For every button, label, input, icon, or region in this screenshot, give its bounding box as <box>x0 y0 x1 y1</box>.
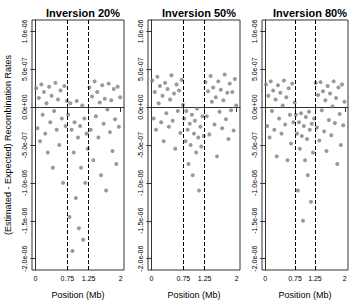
svg-text:-1.5e-06: -1.5e-06 <box>137 208 144 234</box>
svg-text:0.75: 0.75 <box>288 275 302 282</box>
svg-text:0: 0 <box>33 275 37 282</box>
svg-text:-1.0e-06: -1.0e-06 <box>21 170 28 196</box>
svg-text:Inversion 20%: Inversion 20% <box>46 7 120 19</box>
svg-text:0: 0 <box>263 275 267 282</box>
svg-text:5.0e-07: 5.0e-07 <box>251 57 258 81</box>
svg-text:2: 2 <box>119 275 123 282</box>
svg-text:0.0e+00: 0.0e+00 <box>21 94 28 120</box>
svg-text:0.0e+00: 0.0e+00 <box>137 94 144 120</box>
svg-text:-1.5e-06: -1.5e-06 <box>21 208 28 234</box>
svg-text:5.0e-07: 5.0e-07 <box>137 57 144 81</box>
svg-text:5.0e-07: 5.0e-07 <box>21 57 28 81</box>
svg-text:-5.0e-07: -5.0e-07 <box>137 132 144 158</box>
svg-text:Position (Mb): Position (Mb) <box>167 290 220 300</box>
svg-text:-2.0e-06: -2.0e-06 <box>251 245 258 271</box>
svg-text:Position (Mb): Position (Mb) <box>278 290 331 300</box>
svg-text:Position (Mb): Position (Mb) <box>51 290 104 300</box>
svg-text:2: 2 <box>235 275 239 282</box>
svg-text:0.75: 0.75 <box>177 275 191 282</box>
svg-text:-1.0e-06: -1.0e-06 <box>251 170 258 196</box>
svg-text:-2.0e-06: -2.0e-06 <box>137 245 144 271</box>
svg-text:1.25: 1.25 <box>198 275 212 282</box>
svg-text:0.0e+00: 0.0e+00 <box>251 94 258 120</box>
svg-text:(Estimated - Expected) Recombi: (Estimated - Expected) Recombination Rat… <box>3 54 13 235</box>
svg-text:Inversion 80%: Inversion 80% <box>273 7 347 19</box>
svg-text:1.25: 1.25 <box>82 275 96 282</box>
svg-text:0.75: 0.75 <box>61 275 75 282</box>
svg-text:-1.5e-06: -1.5e-06 <box>251 208 258 234</box>
svg-text:Inversion 50%: Inversion 50% <box>162 7 236 19</box>
svg-text:0: 0 <box>149 275 153 282</box>
svg-text:-5.0e-07: -5.0e-07 <box>21 132 28 158</box>
svg-text:2: 2 <box>343 275 347 282</box>
svg-text:-5.0e-07: -5.0e-07 <box>251 132 258 158</box>
svg-text:1.25: 1.25 <box>308 275 322 282</box>
svg-text:-2.0e-06: -2.0e-06 <box>21 245 28 271</box>
svg-text:1.0e-06: 1.0e-06 <box>251 19 258 43</box>
svg-text:-1.0e-06: -1.0e-06 <box>137 170 144 196</box>
svg-text:1.0e-06: 1.0e-06 <box>137 19 144 43</box>
svg-text:1.0e-06: 1.0e-06 <box>21 19 28 43</box>
